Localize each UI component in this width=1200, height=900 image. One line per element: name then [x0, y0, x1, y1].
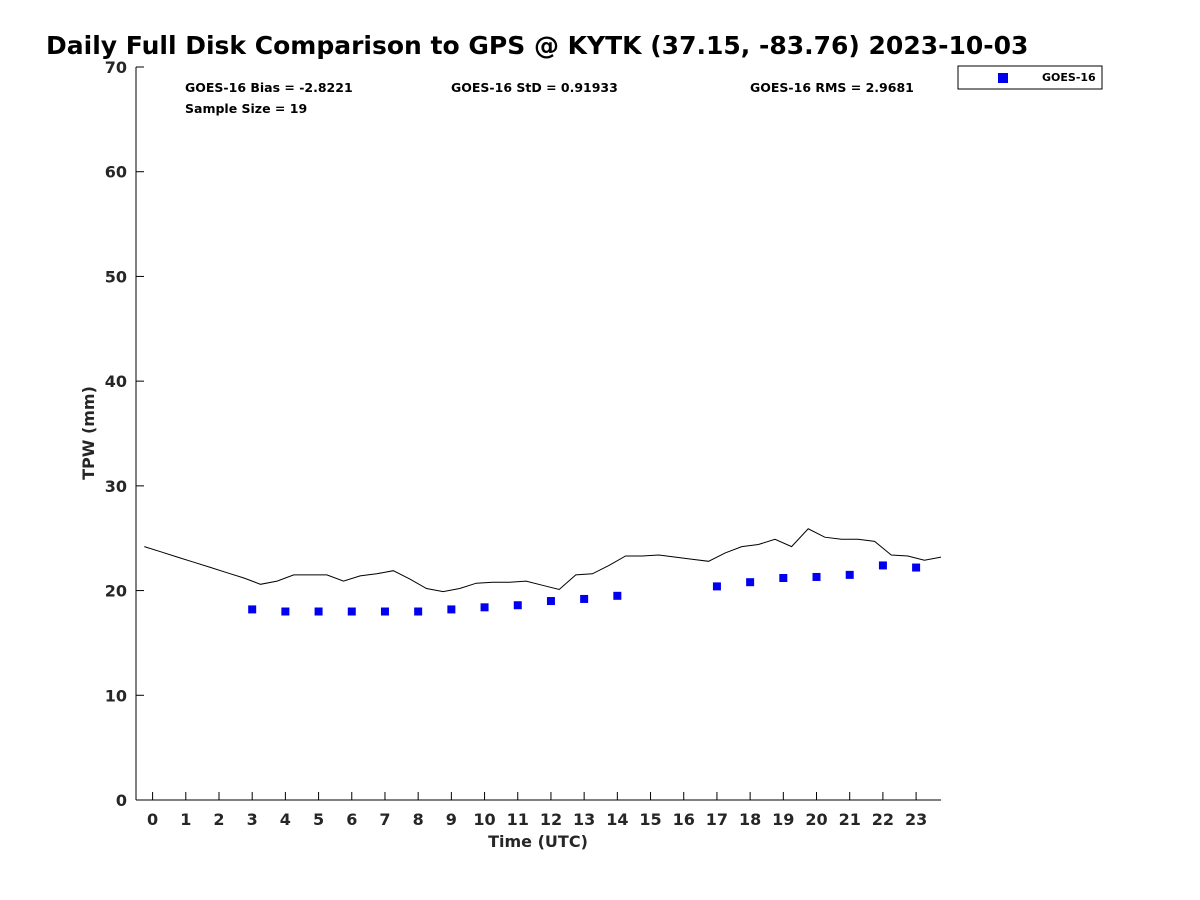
data-point-goes16-10	[480, 603, 489, 612]
x-tick-label-18: 18	[739, 810, 761, 829]
legend-box	[957, 65, 1103, 90]
data-point-goes16-21	[845, 570, 854, 579]
x-tick-label-22: 22	[872, 810, 894, 829]
data-point-goes16-22	[878, 561, 887, 570]
data-point-goes16-18	[746, 578, 755, 587]
x-tick-label-19: 19	[772, 810, 794, 829]
data-point-goes16-11	[513, 601, 522, 610]
stat-rms: GOES-16 RMS = 2.9681	[750, 80, 914, 95]
data-point-goes16-12	[546, 597, 555, 606]
y-tick-label-30: 30	[105, 477, 127, 496]
x-tick-label-0: 0	[147, 810, 158, 829]
data-point-goes16-20	[812, 572, 821, 581]
x-tick-label-15: 15	[639, 810, 661, 829]
x-tick-label-14: 14	[606, 810, 628, 829]
x-tick-label-17: 17	[706, 810, 728, 829]
x-tick-label-5: 5	[313, 810, 324, 829]
y-tick-label-10: 10	[105, 686, 127, 705]
x-axis-label: Time (UTC)	[488, 832, 588, 851]
y-tick-label-70: 70	[105, 58, 127, 77]
x-tick-label-9: 9	[446, 810, 457, 829]
x-tick-label-10: 10	[473, 810, 495, 829]
data-point-goes16-6	[347, 607, 356, 616]
data-point-goes16-13	[580, 594, 589, 603]
x-tick-label-2: 2	[213, 810, 224, 829]
data-point-goes16-19	[779, 574, 788, 583]
data-point-goes16-5	[314, 607, 323, 616]
x-tick-label-13: 13	[573, 810, 595, 829]
x-tick-label-6: 6	[346, 810, 357, 829]
data-point-goes16-7	[380, 607, 389, 616]
x-tick-label-8: 8	[413, 810, 424, 829]
stat-std: GOES-16 StD = 0.91933	[451, 80, 618, 95]
y-tick-label-40: 40	[105, 372, 127, 391]
x-tick-label-21: 21	[839, 810, 861, 829]
x-tick-label-11: 11	[507, 810, 529, 829]
x-tick-label-20: 20	[805, 810, 827, 829]
data-point-goes16-8	[414, 607, 423, 616]
y-axis-label: TPW (mm)	[79, 386, 98, 480]
x-tick-label-12: 12	[540, 810, 562, 829]
data-point-goes16-9	[447, 605, 456, 614]
stat-bias: GOES-16 Bias = -2.8221	[185, 80, 353, 95]
legend-marker	[998, 73, 1008, 83]
series-line-gps	[144, 528, 942, 593]
data-point-goes16-23	[912, 563, 921, 572]
stat-sample-size: Sample Size = 19	[185, 101, 307, 116]
x-tick-label-3: 3	[247, 810, 258, 829]
y-tick-label-60: 60	[105, 163, 127, 182]
data-point-goes16-3	[248, 605, 257, 614]
x-tick-label-23: 23	[905, 810, 927, 829]
x-tick-label-4: 4	[280, 810, 291, 829]
data-point-goes16-14	[613, 591, 622, 600]
chart-title: Daily Full Disk Comparison to GPS @ KYTK…	[46, 31, 1028, 60]
x-tick-label-16: 16	[673, 810, 695, 829]
legend-label-goes16: GOES-16	[1042, 71, 1096, 84]
y-tick-label-0: 0	[116, 791, 127, 810]
x-tick-label-7: 7	[379, 810, 390, 829]
y-tick-label-20: 20	[105, 582, 127, 601]
x-tick-label-1: 1	[180, 810, 191, 829]
data-point-goes16-4	[281, 607, 290, 616]
y-tick-label-50: 50	[105, 267, 127, 286]
data-point-goes16-17	[712, 582, 721, 591]
legend: GOES-16	[957, 65, 1103, 90]
